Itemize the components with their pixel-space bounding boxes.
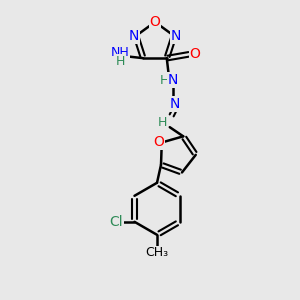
- Text: CH₃: CH₃: [146, 246, 169, 259]
- Text: H: H: [160, 74, 170, 87]
- Text: O: O: [153, 136, 164, 149]
- Text: H: H: [158, 116, 167, 129]
- Text: N: N: [171, 29, 181, 43]
- Text: O: O: [150, 15, 160, 29]
- Text: NH: NH: [111, 46, 130, 59]
- Text: N: N: [129, 29, 139, 43]
- Text: O: O: [189, 47, 200, 61]
- Text: N: N: [168, 73, 178, 87]
- Text: H: H: [116, 55, 125, 68]
- Text: Cl: Cl: [110, 215, 123, 229]
- Text: N: N: [169, 97, 180, 111]
